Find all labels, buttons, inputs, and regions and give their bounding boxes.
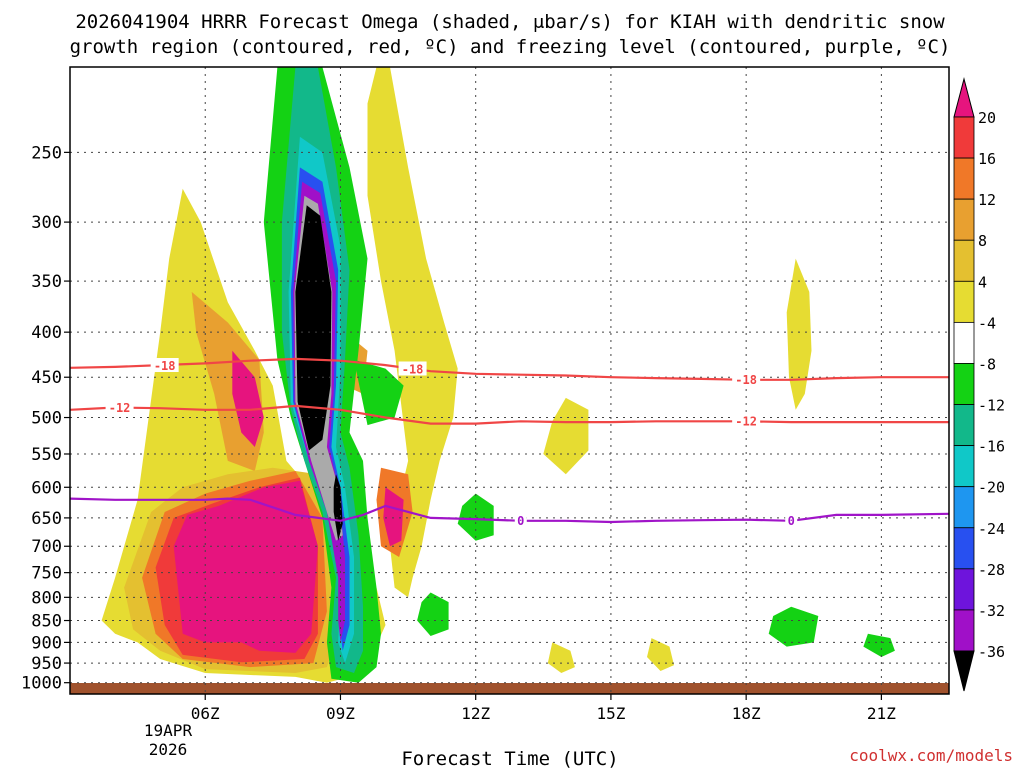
contour-label--12-1: -12: [735, 414, 757, 428]
colorbar-bin--12: [953, 404, 975, 447]
contour-label-0-1: 0: [788, 514, 795, 528]
colorbar-label-20: 20: [978, 109, 996, 127]
date-label-line1: 19APR: [144, 721, 193, 740]
colorbar-bin--28: [953, 568, 975, 611]
contour-label--18-0: -18: [154, 359, 176, 373]
contour-lines: -18 -18 -18 -12 -12 0 0: [70, 357, 949, 528]
credit-text[interactable]: coolwx.com/models: [849, 746, 1013, 765]
date-label-line2: 2026: [149, 740, 188, 759]
x-tick-label-18Z: 18Z: [732, 704, 761, 723]
y-tick-label-900: 900: [31, 633, 62, 653]
contour-0: [70, 497, 949, 524]
contour-label-bg--18-2: [732, 371, 761, 386]
colorbar-bin-12: [953, 198, 975, 241]
y-tick-label-700: 700: [31, 537, 62, 557]
shade-black-core-lower: [333, 474, 343, 541]
shade-green-19z-blob: [768, 606, 819, 647]
colorbar-label-16: 16: [978, 150, 996, 168]
shade-yellow-16z-low: [647, 638, 674, 671]
y-tick-label-450: 450: [31, 368, 62, 388]
colorbar-label--16: -16: [978, 438, 1005, 456]
y-tick-label-350: 350: [31, 272, 62, 292]
colorbar-bin--20: [953, 486, 975, 529]
colorbar-label--4: -4: [978, 314, 996, 332]
colorbar-bin--32: [953, 609, 975, 652]
shade-green-11z-blob: [417, 592, 449, 636]
shade-black-core: [295, 205, 332, 451]
y-tick-label-250: 250: [31, 143, 62, 163]
y-tick-label-600: 600: [31, 478, 62, 498]
colorbar-label--12: -12: [978, 397, 1005, 415]
contour-label-0-0: 0: [517, 514, 524, 528]
y-tick-label-300: 300: [31, 213, 62, 233]
x-tick-label-06Z: 06Z: [191, 704, 220, 723]
colorbar-label-8: 8: [978, 232, 987, 250]
y-tick-label-500: 500: [31, 409, 62, 429]
contour-label--18-1: -18: [402, 362, 424, 376]
colorbar-label--32: -32: [978, 602, 1005, 620]
x-tick-label-21Z: 21Z: [867, 704, 896, 723]
shade-yellow-14z-low: [547, 642, 575, 673]
colorbar-label-12: 12: [978, 191, 996, 209]
y-tick-label-750: 750: [31, 564, 62, 584]
y-tick-label-950: 950: [31, 654, 62, 674]
colorbar-label--24: -24: [978, 520, 1005, 538]
colorbar-bin--16: [953, 445, 975, 488]
colorbar-label--36: -36: [978, 643, 1005, 661]
colorbar-bin--24: [953, 527, 975, 570]
omega-shading: [101, 67, 895, 683]
contour--18: [70, 357, 949, 381]
colorbar-label-4: 4: [978, 273, 987, 291]
x-tick-label-15Z: 15Z: [596, 704, 625, 723]
x-axis: 06Z 09Z 12Z 15Z 18Z 21Z: [191, 694, 896, 723]
y-axis: 2503003504004505005506006507007508008509…: [21, 143, 70, 694]
shade-yellow-upper-right-plume: [367, 67, 458, 598]
contour-label-bg--18-1: [398, 361, 427, 376]
y-tick-label-850: 850: [31, 612, 62, 632]
contour-label-bg--12-0: [105, 400, 134, 415]
colorbar-bin--8: [953, 363, 975, 405]
chart-title-line2: growth region (contoured, red, ºC) and f…: [70, 36, 951, 58]
shade-magenta-low-core: [173, 480, 318, 653]
y-tick-label-1000: 1000: [21, 674, 62, 694]
colorbar-bin-20: [953, 116, 975, 159]
shade-yellow-19z-plume: [786, 258, 812, 410]
shade-magenta-10z-column: [383, 487, 404, 547]
y-tick-label-400: 400: [31, 323, 62, 343]
shade-magenta-0645-column: [232, 350, 264, 447]
y-tick-label-650: 650: [31, 509, 62, 529]
contour-label-bg-0-0: [514, 512, 527, 527]
colorbar-bin--4: [953, 321, 975, 364]
contour-label--18-2: -18: [735, 373, 757, 387]
x-tick-label-09Z: 09Z: [326, 704, 355, 723]
colorbar-top-arrow: [953, 77, 975, 118]
colorbar-label--8: -8: [978, 355, 996, 373]
colorbar-bin-8: [953, 239, 975, 282]
x-axis-label: Forecast Time (UTC): [401, 748, 618, 768]
y-tick-label-550: 550: [31, 445, 62, 465]
colorbar-bin-16: [953, 157, 975, 200]
x-tick-label-12Z: 12Z: [461, 704, 490, 723]
contour-label-bg--18-0: [150, 358, 179, 373]
chart-title-line1: 2026041904 HRRR Forecast Omega (shaded, …: [75, 11, 945, 33]
plot-frame: [69, 66, 950, 695]
shade-green-10z-blob: [354, 359, 404, 426]
contour-label-bg--12-1: [732, 413, 761, 428]
colorbar-label--20: -20: [978, 479, 1005, 497]
colorbar-bin-4: [953, 280, 975, 323]
contour-label-bg-0-1: [785, 512, 798, 527]
contour-label--12-0: -12: [109, 401, 131, 415]
colorbar: 20 16 12 8 4 -4 -8 -12 -16 -20 -24 -28 -32 -36: [953, 77, 1005, 692]
colorbar-bottom-arrow: [953, 650, 975, 692]
y-tick-label-800: 800: [31, 588, 62, 608]
ground-surface: [70, 683, 949, 694]
contour--12: [70, 404, 949, 425]
colorbar-label--28: -28: [978, 561, 1005, 579]
shade-yellow-14z-blob: [543, 397, 589, 475]
shade-green-21z-blob: [863, 633, 895, 657]
shade-green-12z-blob: [457, 493, 494, 541]
